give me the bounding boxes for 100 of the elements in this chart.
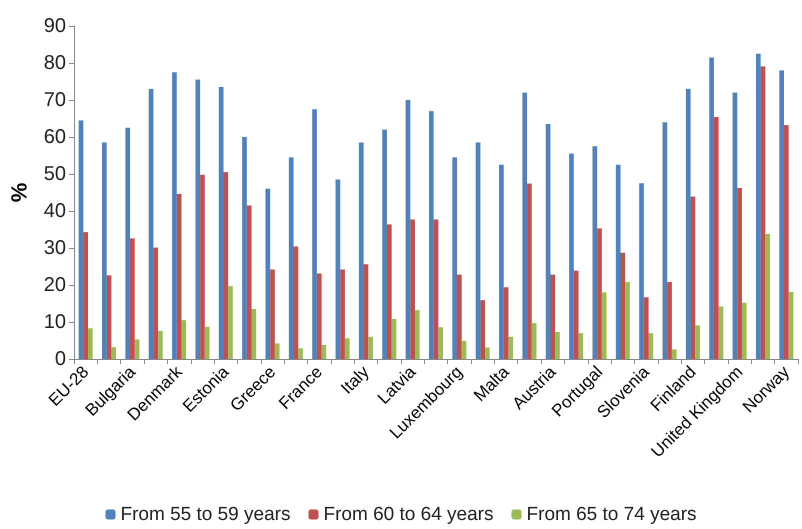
bar	[667, 282, 672, 359]
bar	[648, 333, 654, 359]
bar	[344, 338, 350, 359]
bar	[499, 164, 504, 359]
bar	[592, 146, 598, 359]
bar	[718, 306, 724, 359]
bar	[266, 188, 270, 359]
bar	[532, 323, 536, 359]
bar	[686, 88, 691, 359]
bar	[714, 117, 719, 359]
bar	[406, 100, 410, 359]
bar	[625, 282, 630, 359]
bar	[527, 184, 532, 359]
legend-label: From 55 to 59 years	[120, 504, 291, 525]
bar	[732, 92, 738, 359]
y-tick-label: 20	[44, 274, 66, 296]
bar	[312, 109, 317, 359]
bar	[172, 72, 177, 359]
bar	[485, 348, 490, 359]
bar	[228, 286, 233, 359]
bar	[756, 54, 761, 359]
bar	[364, 264, 368, 359]
bar	[555, 332, 560, 359]
bar	[88, 328, 93, 359]
bar	[148, 88, 154, 359]
bar	[522, 92, 528, 359]
bar	[242, 137, 247, 359]
y-tick-label: 50	[44, 163, 66, 185]
bar	[134, 339, 140, 359]
bar	[153, 248, 158, 359]
y-tick-label: 70	[44, 89, 66, 111]
bar	[125, 128, 130, 359]
bar	[438, 327, 444, 359]
bar	[784, 125, 789, 359]
bar	[434, 220, 438, 359]
bar	[200, 174, 205, 359]
bar	[620, 252, 626, 359]
bar	[270, 269, 275, 359]
bar	[204, 326, 210, 359]
bar	[358, 142, 364, 359]
bar	[452, 157, 458, 359]
legend-label: From 65 to 74 years	[526, 504, 697, 525]
bar	[176, 194, 182, 359]
bar	[298, 348, 303, 359]
bar	[639, 183, 644, 359]
bar	[428, 111, 434, 359]
bar	[737, 188, 742, 359]
bar	[340, 269, 345, 359]
bar	[597, 228, 602, 359]
bar	[578, 333, 584, 359]
bar	[760, 66, 766, 359]
bar	[779, 70, 784, 359]
bar	[742, 302, 747, 359]
bar	[181, 320, 186, 359]
y-tick-label: 10	[44, 311, 66, 333]
bar	[294, 246, 298, 359]
bar	[476, 142, 480, 359]
bar	[765, 234, 770, 359]
bar	[462, 340, 466, 359]
y-tick-label: 90	[44, 15, 66, 37]
bar	[410, 220, 415, 359]
bar	[386, 224, 392, 359]
y-tick-label: 60	[44, 126, 66, 148]
bar	[602, 292, 606, 359]
bar	[508, 336, 514, 359]
bar	[195, 80, 200, 359]
bar	[288, 157, 294, 359]
bar	[690, 196, 696, 359]
bar	[569, 154, 574, 359]
bar	[695, 325, 700, 359]
bar	[274, 343, 280, 359]
bar	[78, 120, 84, 359]
y-tick-label: 0	[54, 348, 66, 370]
bar	[336, 180, 340, 359]
bar	[316, 274, 322, 359]
bar	[102, 142, 107, 359]
bar	[546, 124, 550, 359]
y-tick-label: 40	[44, 200, 66, 222]
y-tick-label: 30	[44, 237, 66, 259]
bar	[223, 172, 228, 359]
bar	[218, 87, 224, 359]
bar	[382, 130, 387, 359]
x-tick-label: Italy	[337, 362, 374, 398]
bar	[158, 330, 163, 359]
bar	[457, 274, 462, 359]
bar	[322, 344, 326, 359]
bar	[251, 309, 256, 359]
bar	[246, 205, 252, 359]
bar	[111, 347, 116, 359]
bar	[480, 300, 486, 359]
bar	[788, 292, 794, 359]
bar	[550, 274, 556, 359]
bar	[709, 57, 714, 359]
bar	[504, 287, 508, 359]
bar	[574, 270, 578, 359]
y-tick-label: 80	[44, 52, 66, 74]
bar	[662, 122, 668, 359]
bar	[616, 164, 621, 359]
bar	[414, 310, 420, 359]
y-axis-title: %	[6, 182, 32, 202]
